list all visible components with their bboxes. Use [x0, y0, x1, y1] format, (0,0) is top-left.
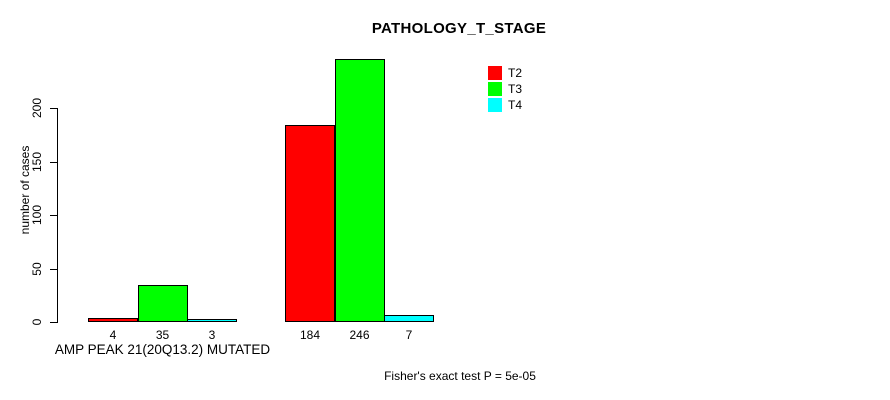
bar-t4-group1: [187, 318, 237, 322]
legend-swatch-t3: [488, 82, 502, 96]
bar-t4-group2: [384, 314, 434, 322]
annotation-fishers-test: Fisher's exact test P = 5e-05: [384, 369, 536, 383]
legend-item-t3: T3: [488, 81, 522, 97]
y-tick-mark: [50, 161, 57, 163]
y-tick-label: 50: [30, 261, 44, 276]
y-tick-label: 100: [30, 205, 44, 226]
bar-value-label: 246: [349, 328, 370, 342]
bar-value-label: 7: [405, 328, 413, 342]
y-tick-label: 200: [30, 98, 44, 119]
bar-t3-group2: [334, 59, 385, 322]
y-tick-label: 150: [30, 151, 44, 172]
group-axis-label: AMP PEAK 21(20Q13.2) MUTATED: [54, 342, 271, 357]
bar-t3-group1: [137, 284, 188, 322]
legend-label: T2: [508, 66, 523, 80]
legend-swatch-t4: [488, 98, 502, 112]
legend-swatch-t2: [488, 66, 502, 80]
bar-value-label: 35: [155, 328, 170, 342]
y-tick-label: 0: [30, 318, 44, 326]
y-tick-mark: [50, 268, 57, 270]
bar-value-label: 184: [299, 328, 321, 342]
legend: T2 T3 T4: [488, 65, 522, 113]
legend-item-t4: T4: [488, 97, 522, 113]
bar-value-label: 3: [208, 328, 216, 342]
bar-t2-group2: [285, 125, 335, 322]
legend-label: T3: [508, 82, 523, 96]
bar-t2-group1: [88, 317, 138, 322]
chart-title: PATHOLOGY_T_STAGE: [371, 20, 547, 37]
y-axis-line: [57, 108, 58, 323]
y-tick-mark: [50, 215, 57, 217]
y-tick-mark: [50, 108, 57, 110]
legend-item-t2: T2: [488, 65, 522, 81]
y-tick-mark: [50, 322, 57, 323]
legend-label: T4: [508, 98, 523, 112]
bar-value-label: 4: [109, 328, 117, 342]
